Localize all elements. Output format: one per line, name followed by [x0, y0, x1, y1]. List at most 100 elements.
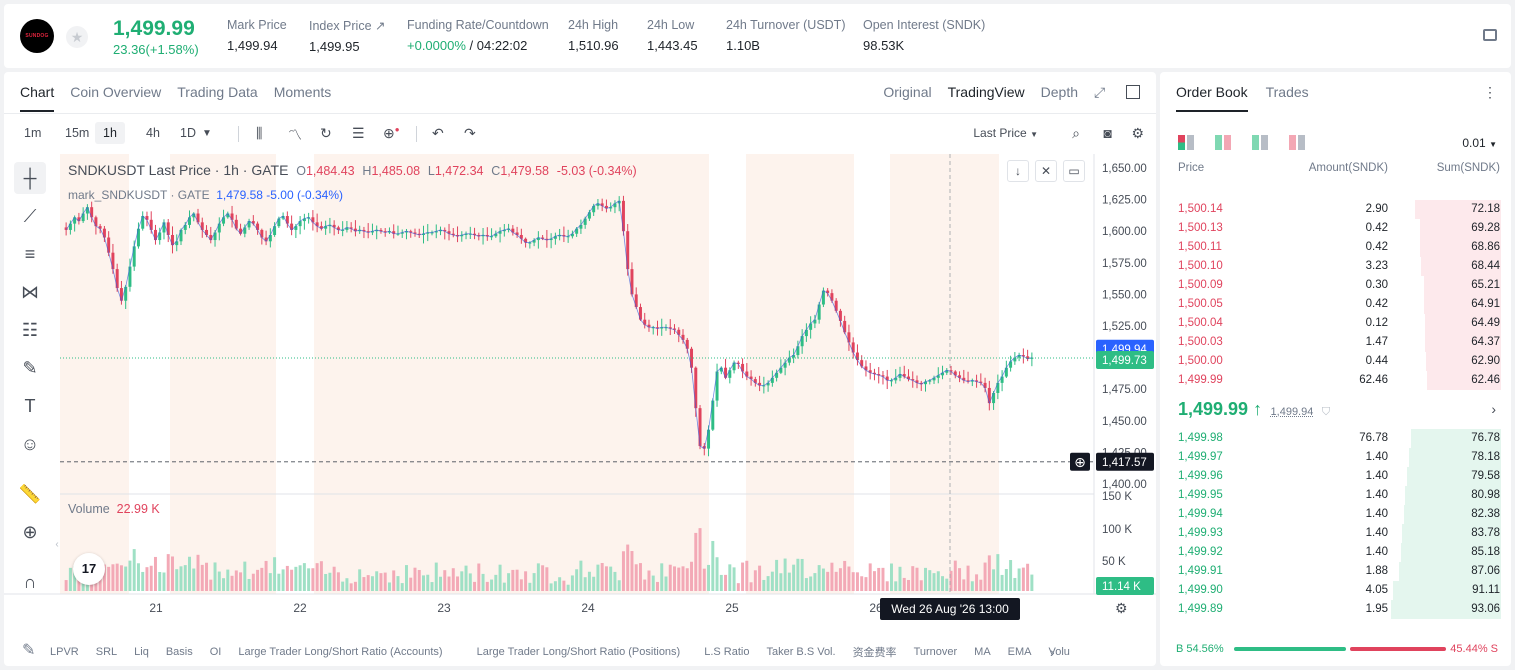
candle-body [315, 222, 319, 227]
timeframe-4h[interactable]: 4h [146, 126, 160, 140]
ask-row[interactable]: 1,500.13 0.42 69.28 [1160, 219, 1511, 238]
templates-icon[interactable]: ☰ [352, 125, 365, 141]
price-source-select[interactable]: Last Price ▼ [973, 126, 1038, 140]
volume-bar [587, 571, 591, 591]
arrow-down-icon[interactable]: ↓ [1007, 160, 1029, 182]
camera-icon[interactable]: ◙ [1103, 125, 1112, 141]
ask-row[interactable]: 1,500.04 0.12 64.49 [1160, 314, 1511, 333]
undo-icon[interactable]: ↶ [432, 125, 444, 141]
bid-row[interactable]: 1,499.89 1.95 93.06 [1160, 600, 1511, 619]
emoji-icon[interactable]: ☺ [20, 433, 40, 454]
maximize-icon[interactable]: ▭ [1063, 160, 1085, 182]
bid-row[interactable]: 1,499.90 4.05 91.11 [1160, 581, 1511, 600]
redo-icon[interactable]: ↷ [464, 125, 476, 141]
tab-moments[interactable]: Moments [273, 84, 332, 100]
bid-row[interactable]: 1,499.94 1.40 82.38 [1160, 505, 1511, 524]
ask-row[interactable]: 1,500.03 1.47 64.37 [1160, 333, 1511, 352]
ask-row[interactable]: 1,500.11 0.42 68.86 [1160, 238, 1511, 257]
trend-line-icon[interactable]: ⟋ [23, 205, 37, 226]
ind-ema[interactable]: EMA [1007, 646, 1032, 658]
ind-funding[interactable]: 资金费率 [852, 647, 897, 659]
ask-row[interactable]: 1,500.14 2.90 72.18 [1160, 200, 1511, 219]
favorite-star-icon[interactable]: ★ [66, 26, 88, 48]
ind-taker-vol[interactable]: Taker B.S Vol. [766, 646, 836, 658]
view-tradingview[interactable]: TradingView [947, 84, 1025, 100]
bid-row[interactable]: 1,499.98 76.78 76.78 [1160, 429, 1511, 448]
chevron-right-icon[interactable]: › [1050, 644, 1055, 660]
candle-type-icon[interactable]: ⫼ [256, 125, 263, 141]
book-view-asks-icon[interactable] [1289, 135, 1306, 150]
ind-lt-accounts[interactable]: Large Trader Long/Short Ratio (Accounts) [238, 646, 443, 658]
bid-row[interactable]: 1,499.95 1.40 80.98 [1160, 486, 1511, 505]
add-alert-icon[interactable]: ⊕● [383, 125, 400, 141]
search-icon[interactable]: ⌕ [1072, 125, 1080, 141]
ask-row[interactable]: 1,500.10 3.23 68.44 [1160, 257, 1511, 276]
replay-icon[interactable]: ↻ [320, 125, 332, 141]
chart-area[interactable]: 1,650.00 1,625.00 1,600.00 1,575.00 1,550.00… [4, 154, 1156, 666]
ind-turnover[interactable]: Turnover [913, 646, 958, 658]
brush-icon[interactable]: ✎ [22, 357, 38, 378]
candle-body [809, 323, 813, 330]
collapse-icon[interactable]: ✕ [1035, 160, 1057, 182]
fib-icon[interactable]: ☷ [21, 319, 39, 340]
ind-lpvr[interactable]: LPVR [50, 646, 79, 658]
expand-icon[interactable]: ⤢ [1094, 84, 1106, 100]
pattern-icon[interactable]: ⋈ [21, 281, 39, 302]
ind-srl[interactable]: SRL [95, 646, 118, 658]
bid-row[interactable]: 1,499.92 1.40 85.18 [1160, 543, 1511, 562]
ask-row[interactable]: 1,499.99 62.46 62.46 [1160, 371, 1511, 390]
ruler-icon[interactable]: 📏 [18, 483, 42, 504]
ind-liq[interactable]: Liq [134, 646, 149, 658]
bid-row[interactable]: 1,499.97 1.40 78.18 [1160, 448, 1511, 467]
candle-body [524, 238, 528, 243]
settings-icon[interactable]: ⚙ [1115, 600, 1128, 616]
chevron-down-icon[interactable]: ▼ [202, 128, 212, 139]
tradingview-logo[interactable]: 17 [73, 553, 105, 585]
ind-ls-ratio[interactable]: L.S Ratio [704, 646, 750, 658]
window-icon[interactable] [1126, 85, 1140, 99]
crosshair-icon[interactable]: ┼ [14, 162, 46, 194]
magnet-icon[interactable]: ∩ [23, 571, 37, 592]
timeframe-15m[interactable]: 15m [65, 126, 90, 140]
ask-row[interactable]: 1,500.00 0.44 62.90 [1160, 352, 1511, 371]
view-original[interactable]: Original [883, 84, 932, 100]
book-view-bids-icon[interactable] [1252, 135, 1269, 150]
mid-price[interactable]: 1,499.99 ↑ 1,499.94 ⛉ › [1178, 399, 1498, 423]
bid-row[interactable]: 1,499.96 1.40 79.58 [1160, 467, 1511, 486]
candle-body [473, 233, 477, 235]
tab-order-book[interactable]: Order Book [1176, 84, 1248, 112]
volume-bar [613, 571, 617, 591]
gear-icon[interactable]: ⚙ [1131, 125, 1144, 141]
ask-row[interactable]: 1,500.05 0.42 64.91 [1160, 295, 1511, 314]
ind-lt-positions[interactable]: Large Trader Long/Short Ratio (Positions… [476, 646, 681, 658]
view-depth[interactable]: Depth [1040, 84, 1078, 100]
ind-basis[interactable]: Basis [165, 646, 193, 658]
ind-ma[interactable]: MA [974, 646, 991, 658]
bid-row[interactable]: 1,499.91 1.88 87.06 [1160, 562, 1511, 581]
ind-volume[interactable]: Volu [1048, 646, 1070, 658]
timeframe-1m[interactable]: 1m [24, 126, 42, 140]
ind-oi[interactable]: OI [209, 646, 222, 658]
book-view-alt-icon[interactable] [1215, 135, 1232, 150]
precision-select[interactable]: 0.01 ▼ [1462, 136, 1497, 150]
tab-trading-data[interactable]: Trading Data [177, 84, 258, 100]
timeframe-1d[interactable]: 1D [180, 126, 196, 140]
candlestick-chart[interactable]: 1,650.00 1,625.00 1,600.00 1,575.00 1,550.00… [4, 154, 1156, 638]
collapse-toolbar-icon[interactable]: ‹ [55, 538, 59, 550]
tab-chart[interactable]: Chart [20, 84, 55, 112]
tab-coin-overview[interactable]: Coin Overview [70, 84, 162, 100]
stat-index-price[interactable]: Index Price ↗ 1,499.95 [309, 19, 386, 54]
zoom-in-icon[interactable]: ⊕ [22, 521, 38, 542]
more-icon[interactable]: ⋮ [1483, 84, 1497, 100]
volume-current-tag-bg [1096, 577, 1154, 595]
text-icon[interactable]: T [24, 395, 36, 416]
horizontal-lines-icon[interactable]: ≡ [24, 243, 36, 264]
indicators-icon[interactable]: 〽 [288, 127, 302, 143]
timeframe-1h[interactable]: 1h [95, 122, 125, 144]
bid-row[interactable]: 1,499.93 1.40 83.78 [1160, 524, 1511, 543]
book-view-both-icon[interactable] [1178, 135, 1195, 150]
edit-icon[interactable]: ✎ [22, 642, 36, 659]
book-icon[interactable] [1483, 29, 1497, 41]
ask-row[interactable]: 1,500.09 0.30 65.21 [1160, 276, 1511, 295]
tab-trades[interactable]: Trades [1265, 84, 1309, 100]
